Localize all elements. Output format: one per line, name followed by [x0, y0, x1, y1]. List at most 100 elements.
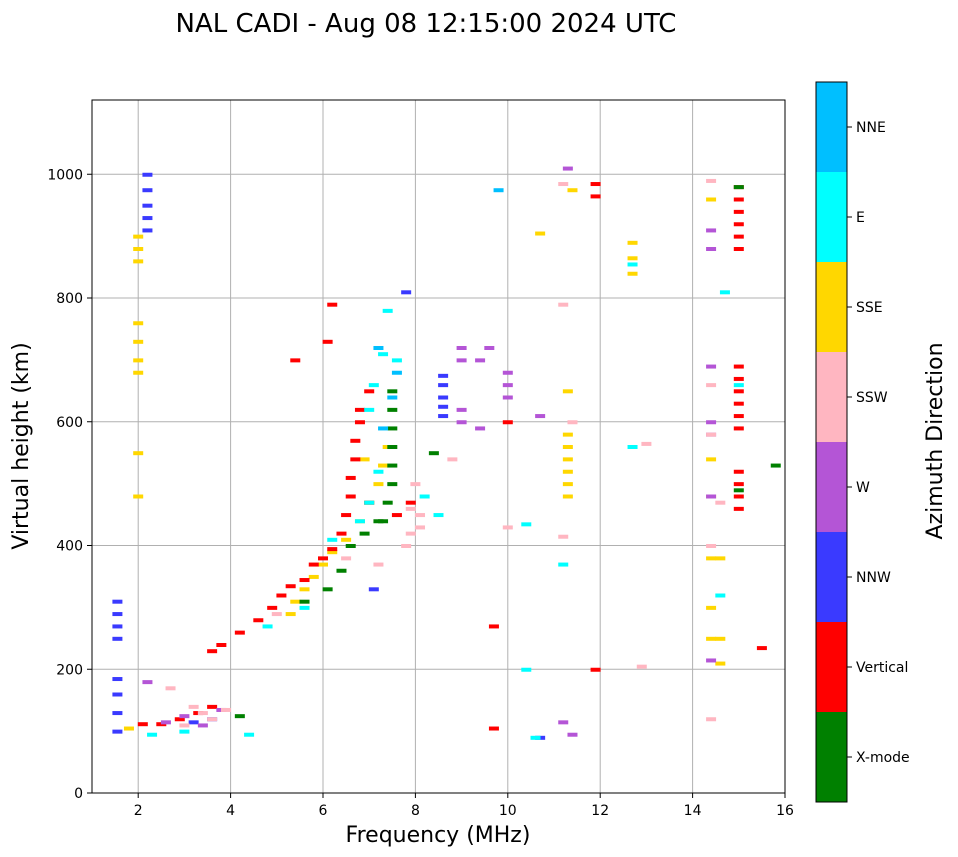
x-tick-label: 16 [776, 803, 794, 819]
data-point-e [521, 667, 532, 672]
data-point-sse [133, 494, 144, 499]
data-point-x-mode [378, 519, 389, 524]
data-point-vertical [733, 414, 744, 419]
data-point-vertical [267, 605, 278, 610]
data-point-w [562, 166, 573, 171]
data-point-e [433, 513, 444, 518]
data-point-vertical [733, 222, 744, 227]
data-point-sse [627, 271, 638, 276]
data-point-sse [133, 321, 144, 326]
data-point-nne [391, 370, 402, 375]
x-tick-label: 4 [226, 803, 235, 819]
y-tick-label: 200 [56, 662, 83, 678]
data-point-x-mode [387, 389, 398, 394]
data-point-ssw [447, 457, 458, 462]
data-point-w [484, 346, 495, 350]
data-point-nnw [112, 636, 123, 641]
data-point-nnw [438, 404, 449, 409]
data-point-ssw [502, 525, 513, 530]
data-point-w [456, 358, 467, 363]
data-point-nnw [401, 290, 412, 295]
y-tick-label: 400 [56, 539, 83, 555]
data-point-sse [535, 231, 546, 236]
data-point-w [706, 494, 717, 499]
data-point-nnw [188, 720, 199, 725]
data-point-e [391, 358, 402, 363]
data-point-sse [706, 457, 717, 462]
data-point-ssw [401, 544, 412, 548]
data-point-x-mode [387, 426, 398, 431]
data-point-e [364, 500, 375, 505]
data-point-ssw [373, 562, 384, 567]
data-point-ssw [715, 500, 726, 505]
data-point-ssw [405, 531, 416, 536]
data-point-sse [290, 599, 301, 604]
data-point-x-mode [345, 544, 356, 548]
data-point-nnw [112, 692, 123, 697]
data-point-e [364, 407, 375, 412]
y-tick-label: 800 [56, 291, 83, 307]
y-tick-label: 1000 [47, 167, 83, 183]
data-point-vertical [174, 717, 185, 722]
data-point-vertical [276, 593, 287, 598]
data-point-e [627, 262, 638, 267]
data-point-sse [562, 432, 573, 437]
colorbar-segment-e [816, 172, 847, 262]
data-point-e [627, 445, 638, 449]
colorbar-label: Azimuth Direction [923, 342, 948, 539]
data-point-sse [715, 636, 726, 641]
data-point-ssw [341, 556, 352, 561]
data-point-vertical [733, 494, 744, 499]
data-point-x-mode [387, 407, 398, 412]
data-point-vertical [216, 643, 227, 647]
data-point-vertical [354, 407, 365, 412]
data-point-e [262, 624, 273, 629]
data-point-nnw [112, 599, 123, 604]
data-point-ssw [706, 178, 717, 183]
data-point-vertical [345, 494, 356, 499]
data-point-sse [318, 562, 328, 567]
data-point-nne [378, 426, 389, 431]
data-point-ssw [567, 420, 578, 425]
colorbar-tick-label: E [856, 210, 865, 226]
data-point-e [179, 729, 190, 734]
data-point-w [706, 420, 717, 425]
colorbar-tick-label: SSW [856, 390, 888, 406]
x-tick-label: 14 [684, 803, 702, 819]
data-point-w [558, 720, 569, 725]
data-point-vertical [590, 194, 601, 199]
colorbar-segment-ssw [816, 352, 847, 442]
data-point-ssw [706, 717, 717, 722]
x-tick-label: 12 [591, 803, 609, 819]
data-point-w [456, 407, 467, 412]
data-point-e [373, 469, 384, 474]
data-point-vertical [308, 562, 319, 567]
data-point-sse [706, 636, 717, 641]
data-point-vertical [733, 426, 744, 431]
data-point-vertical [733, 364, 744, 369]
data-point-e [244, 732, 255, 737]
y-tick-label: 600 [56, 415, 83, 431]
y-tick-label: 0 [74, 786, 83, 802]
data-point-sse [562, 457, 573, 462]
data-point-x-mode [770, 463, 781, 468]
data-point-e [147, 732, 158, 737]
data-point-e [378, 352, 389, 357]
data-point-nne [373, 346, 384, 350]
y-axis-ticks: 0 200 400 600 800 1000 [47, 167, 92, 802]
data-point-x-mode [387, 463, 398, 468]
data-point-w [456, 346, 467, 350]
data-point-sse [133, 370, 144, 375]
data-point-ssw [220, 707, 231, 712]
data-point-w [475, 426, 486, 431]
x-tick-label: 8 [411, 803, 420, 819]
data-point-ssw [415, 525, 426, 530]
colorbar-tick-label: NNW [856, 570, 891, 586]
data-point-vertical [285, 584, 296, 589]
data-point-sse [715, 556, 726, 561]
data-point-vertical [405, 500, 416, 505]
data-point-vertical [322, 339, 333, 344]
data-point-sse [706, 197, 717, 202]
plot-frame [91, 99, 786, 794]
